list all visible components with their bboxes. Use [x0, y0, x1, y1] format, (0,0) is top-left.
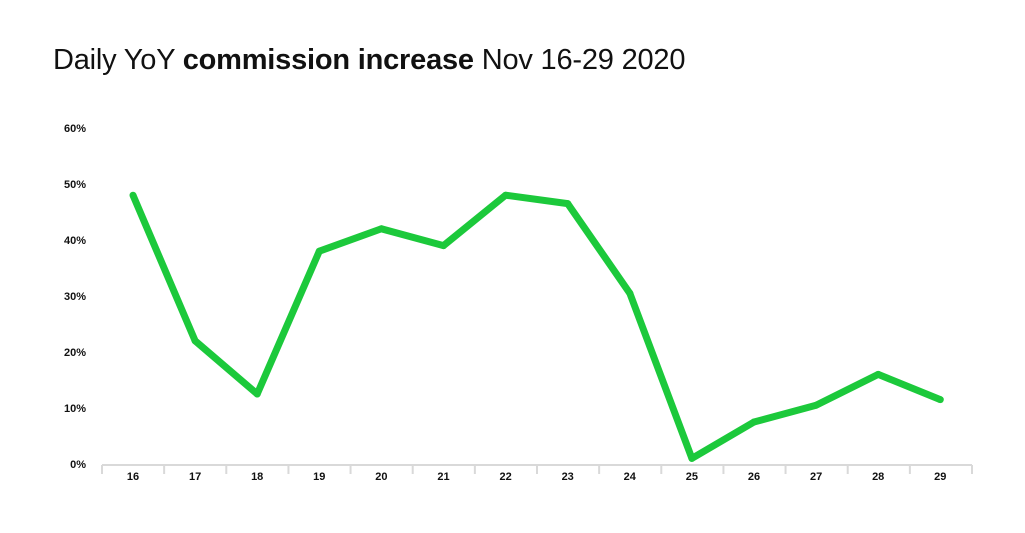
data-point: [377, 225, 385, 233]
data-point: [440, 242, 447, 250]
x-tick-label: 21: [437, 471, 449, 483]
data-point: [191, 337, 199, 345]
data-point: [315, 247, 323, 255]
y-tick-label: 40%: [64, 235, 86, 247]
x-tick-label: 18: [251, 471, 263, 483]
y-axis: 0% 10% 20% 30% 40% 50% 60%: [64, 123, 86, 471]
y-tick-label: 20%: [64, 347, 86, 359]
series-line: [129, 191, 942, 462]
title-prefix: Daily YoY: [53, 44, 183, 76]
data-point: [874, 370, 882, 378]
x-tick-label: 25: [686, 471, 698, 483]
x-tick-label: 23: [562, 471, 574, 483]
data-point: [626, 289, 634, 297]
y-tick-label: 60%: [64, 123, 86, 135]
data-point: [936, 396, 944, 404]
data-point: [129, 191, 137, 199]
data-point: [253, 390, 261, 398]
data-point: [750, 418, 758, 426]
x-tick-label: 17: [189, 471, 201, 483]
data-point: [564, 200, 572, 208]
data-point: [812, 401, 820, 409]
x-axis: 16 17 18 19 20 21 22 23 24 25 26 27 28 29: [101, 464, 973, 483]
series-group: [129, 191, 944, 462]
title-emphasis: commission increase: [182, 44, 474, 76]
title-suffix: Nov 16-29 2020: [473, 44, 686, 76]
x-tick-label: 16: [127, 471, 139, 483]
x-tick-label: 20: [375, 471, 387, 483]
y-tick-label: 50%: [64, 179, 86, 191]
x-tick-label: 24: [624, 471, 637, 483]
x-tick-label: 27: [810, 471, 822, 483]
data-point: [502, 191, 510, 199]
x-tick-label: 26: [748, 471, 760, 483]
chart-title: Daily YoY commission increase Nov 16-29 …: [53, 44, 685, 77]
y-tick-label: 10%: [64, 403, 86, 415]
data-point: [688, 454, 696, 462]
x-tick-label: 28: [872, 471, 884, 483]
x-tick-label: 29: [934, 471, 946, 483]
y-tick-label: 30%: [64, 291, 86, 303]
x-tick-label: 22: [499, 471, 511, 483]
y-tick-label: 0%: [70, 459, 86, 471]
x-tick-label: 19: [313, 471, 325, 483]
